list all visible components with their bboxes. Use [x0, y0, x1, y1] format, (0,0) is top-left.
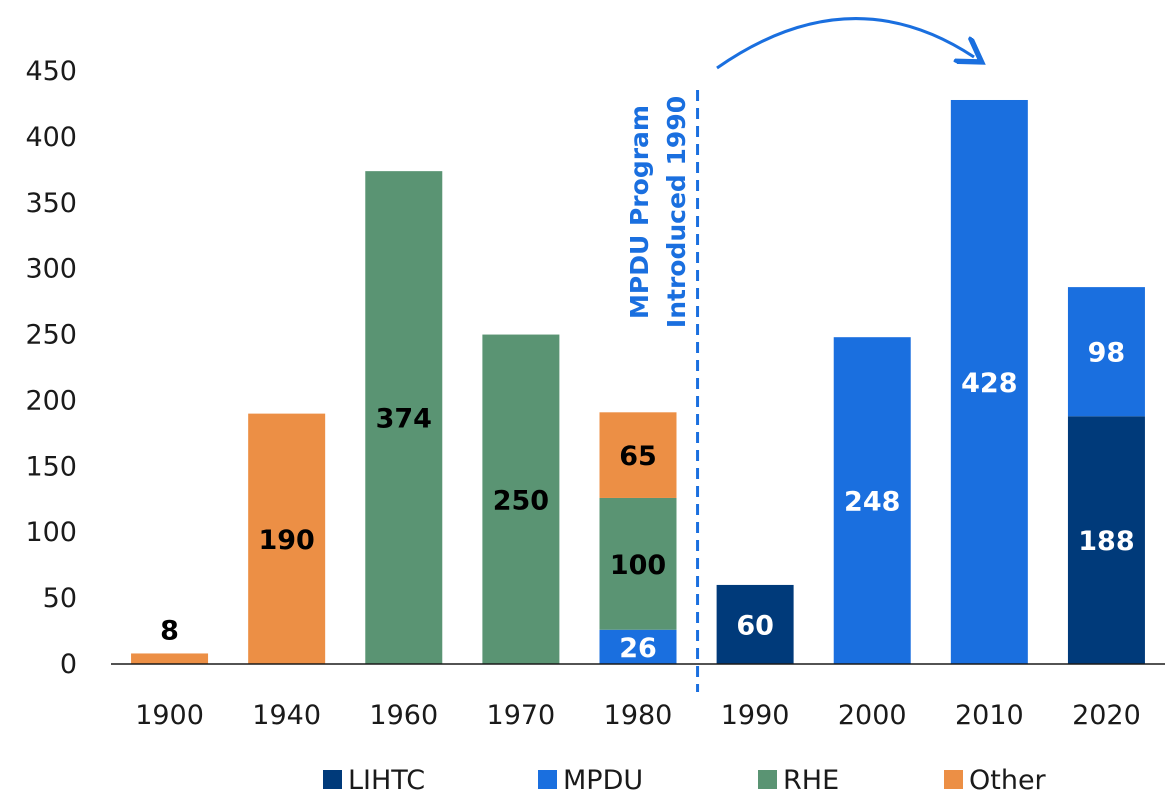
data-label-rhe-1980: 100 — [610, 550, 666, 581]
y-tick-label: 150 — [25, 451, 77, 482]
bar-lihtc-1990 — [716, 584, 794, 664]
data-label-mpdu-2020: 98 — [1088, 338, 1126, 369]
x-tick-label: 2000 — [838, 700, 907, 731]
bar-rhe-1970 — [482, 334, 560, 664]
y-tick-label: 100 — [25, 517, 77, 548]
y-tick-label: 450 — [25, 56, 77, 87]
legend-swatch-mpdu — [538, 770, 557, 789]
bar-other-1940 — [248, 413, 326, 664]
data-label-other-1900: 8 — [160, 615, 179, 646]
bar-other-1980 — [599, 412, 677, 498]
y-tick-label: 200 — [25, 385, 77, 416]
annotation-text: MPDU Program Introduced 1990 — [625, 96, 691, 328]
legend-label-mpdu: MPDU — [563, 765, 643, 796]
data-label-mpdu-2010: 428 — [961, 368, 1017, 399]
data-label-lihtc-2020: 188 — [1078, 526, 1134, 557]
y-tick-label: 350 — [25, 188, 77, 219]
data-label-mpdu-1980: 26 — [619, 633, 657, 664]
bar-mpdu-2020 — [1067, 287, 1145, 417]
annotation: MPDU Program Introduced 1990 — [625, 17, 974, 692]
y-tick-label: 50 — [43, 583, 77, 614]
y-tick-label: 250 — [25, 320, 77, 351]
x-tick-label: 2010 — [955, 700, 1024, 731]
arrow — [716, 17, 974, 70]
x-tick-label: 1960 — [369, 700, 438, 731]
bar-rhe-1960 — [365, 171, 443, 664]
x-tick-label: 1990 — [721, 700, 790, 731]
data-label-other-1980: 65 — [619, 441, 657, 472]
x-tick-label: 1980 — [604, 700, 673, 731]
legend-swatch-rhe — [758, 770, 777, 789]
bar-mpdu-1980 — [599, 629, 677, 664]
data-label-mpdu-2000: 248 — [844, 487, 900, 518]
x-tick-label: 2020 — [1072, 700, 1141, 731]
x-axis: 1900 1940 1960 1970 1980 1990 2000 2010 2020 — [111, 663, 1165, 731]
y-tick-label: 0 — [60, 649, 77, 680]
annotation-line: Introduced 1990 — [662, 96, 691, 328]
data-label-rhe-1970: 250 — [493, 485, 549, 516]
y-tick-label: 400 — [25, 122, 77, 153]
legend-label-rhe: RHE — [783, 765, 839, 796]
bar-mpdu-2010 — [950, 99, 1028, 665]
y-tick-label: 300 — [25, 254, 77, 285]
bars — [131, 99, 1145, 665]
data-label-rhe-1960: 374 — [376, 404, 432, 435]
bar-other-1900 — [131, 653, 209, 664]
legend-label-lihtc: LIHTC — [348, 765, 425, 796]
bar-mpdu-2000 — [833, 337, 911, 664]
data-label-other-1940: 190 — [258, 525, 314, 556]
bar-lihtc-2020 — [1067, 416, 1145, 664]
legend-swatch-lihtc — [323, 770, 342, 789]
x-tick-label: 1970 — [487, 700, 556, 731]
legend: LIHTC MPDU RHE Other — [323, 765, 1047, 796]
annotation-line: MPDU Program — [625, 105, 654, 319]
legend-swatch-other — [944, 770, 963, 789]
bar-rhe-1980 — [599, 497, 677, 630]
legend-label-other: Other — [969, 765, 1047, 796]
x-tick-label: 1900 — [135, 700, 204, 731]
y-axis: 0 50 100 150 200 250 300 350 400 450 — [25, 56, 77, 680]
x-tick-label: 1940 — [252, 700, 321, 731]
data-label-lihtc-1990: 60 — [736, 610, 774, 641]
data-labels: 8 190 374 250 26 100 65 60 248 428 188 98 — [160, 338, 1134, 664]
